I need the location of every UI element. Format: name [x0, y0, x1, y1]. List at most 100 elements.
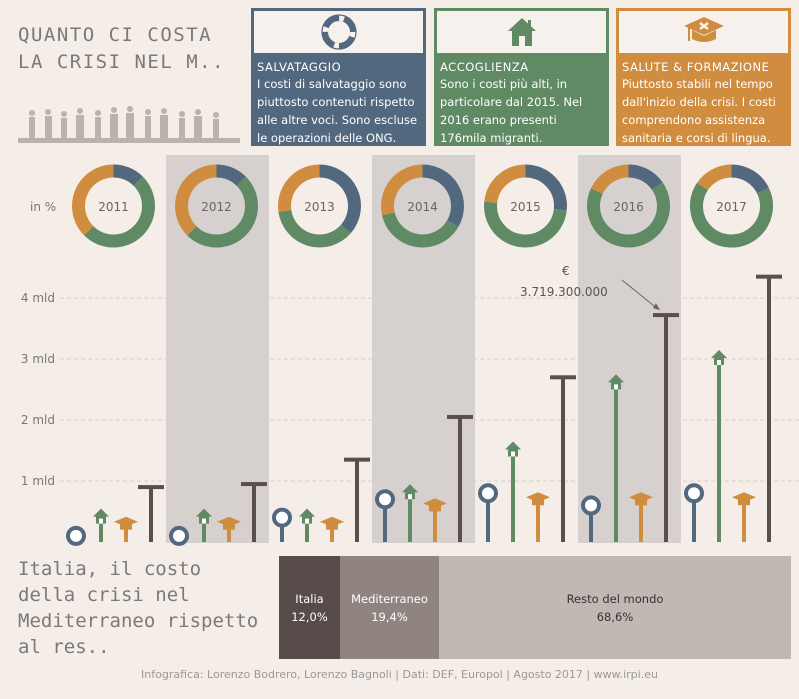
lifebuoy-icon — [478, 483, 498, 504]
annotation-arrow — [621, 279, 659, 310]
house-icon — [196, 508, 212, 524]
house-icon — [299, 508, 315, 524]
card-title: SALUTE & FORMAZIONE — [622, 60, 770, 74]
donut-slice — [690, 182, 773, 248]
bar — [742, 499, 746, 542]
donut-slice — [525, 164, 567, 211]
donut-year-label: 2015 — [510, 200, 541, 214]
total-bar-cap — [447, 414, 473, 419]
migrants-silhouette-icon — [18, 106, 240, 143]
graduation-cap-base-icon — [120, 523, 132, 530]
donut-year-label: 2016 — [613, 200, 644, 214]
share-segment: Mediterraneo 19,4% — [340, 556, 439, 659]
donut-slice — [422, 164, 464, 227]
total-bar-cap — [550, 375, 576, 380]
share-segment-label: Resto del mondo — [566, 591, 664, 606]
total-bar — [664, 315, 668, 542]
graduation-cap-base-icon — [635, 499, 647, 506]
page-title: QUANTO CI COSTA LA CRISI NEL M.. — [18, 24, 226, 73]
share-title: Italia, il costo della crisi nel Mediter… — [18, 558, 259, 658]
donut-slice — [628, 164, 663, 191]
lifebuoy-icon — [375, 489, 395, 510]
donut-year-label: 2012 — [201, 200, 232, 214]
donut-slice — [731, 164, 769, 194]
card-accoglienza: ACCOGLIENZA Sono i costi più alti, in pa… — [434, 8, 609, 146]
bar — [717, 359, 721, 542]
card-salute: SALUTE & FORMAZIONE Piuttosto stabili ne… — [616, 8, 791, 146]
donut-slice — [113, 164, 143, 187]
graduation-cap-base-icon — [326, 523, 338, 530]
bar — [383, 499, 387, 542]
donut-slice — [278, 164, 320, 212]
donut-slice — [278, 209, 351, 248]
share-segment-value: 19,4% — [371, 609, 408, 624]
house-icon — [93, 508, 109, 524]
house-icon — [608, 374, 624, 390]
share-segment-label: Italia — [295, 591, 324, 606]
house-door-icon — [99, 518, 103, 524]
y-tick-label: 1 mld — [21, 474, 55, 488]
total-bar-cap — [344, 457, 370, 462]
donut-slice — [382, 211, 459, 248]
donut-slice — [591, 164, 629, 195]
share-segment: Italia 12,0% — [279, 556, 340, 659]
bar — [511, 450, 515, 542]
house-icon — [505, 441, 521, 457]
donut-year-label: 2017 — [716, 200, 747, 214]
graduation-cap-base-icon — [429, 505, 441, 512]
total-bar — [149, 487, 153, 542]
total-bar-cap — [241, 482, 267, 487]
bar — [486, 493, 490, 542]
house-door-icon — [614, 384, 618, 390]
y-tick-label: 4 mld — [21, 291, 55, 305]
bar — [408, 493, 412, 542]
house-icon — [507, 18, 536, 46]
bar — [614, 383, 618, 542]
card-text: Sono i costi più alti, in particolare da… — [440, 77, 583, 145]
house-door-icon — [202, 518, 206, 524]
donut-slice — [175, 164, 217, 236]
donut-axis-label: in % — [30, 200, 56, 214]
y-tick-label: 3 mld — [21, 352, 55, 366]
annotation-arrow-head — [653, 303, 660, 311]
bar — [227, 523, 231, 542]
lifebuoy-icon — [581, 495, 601, 516]
bar — [305, 517, 309, 542]
bar — [99, 517, 103, 542]
total-bar-cap — [653, 313, 679, 318]
donut-year-label: 2013 — [304, 200, 335, 214]
bar — [639, 499, 643, 542]
donut-slice — [84, 176, 155, 248]
bar — [280, 517, 284, 542]
share-segment-value: 68,6% — [596, 609, 634, 624]
lifebuoy-icon — [320, 14, 357, 50]
house-door-icon — [408, 494, 412, 500]
lifebuoy-icon — [66, 525, 86, 546]
card-title: SALVATAGGIO — [257, 60, 342, 74]
donut-slice — [216, 164, 246, 187]
total-bar-cap — [138, 485, 164, 490]
donut-slice — [697, 164, 732, 191]
share-segment-value: 12,0% — [291, 609, 328, 624]
donut-slice — [484, 201, 567, 248]
lifebuoy-icon — [684, 483, 704, 504]
card-title: ACCOGLIENZA — [440, 60, 529, 74]
total-bar — [252, 484, 256, 542]
house-door-icon — [717, 360, 721, 365]
total-bar — [561, 377, 565, 542]
house-door-icon — [511, 451, 515, 457]
donut-year-label: 2011 — [98, 200, 129, 214]
share-segment: Resto del mondo 68,6% — [439, 556, 791, 659]
y-tick-label: 2 mld — [21, 413, 55, 427]
bar — [202, 517, 206, 542]
lifebuoy-icon — [272, 507, 292, 528]
donut-slice — [187, 176, 258, 248]
donut-slice — [484, 164, 526, 204]
lifebuoy-icon — [169, 525, 189, 546]
annotation-value: 3.719.300.000 — [520, 285, 608, 299]
donut-slice — [587, 182, 670, 248]
bar — [124, 523, 128, 542]
total-bar — [458, 416, 462, 542]
graduation-cap-base-icon — [532, 499, 544, 506]
total-bar — [767, 276, 771, 542]
